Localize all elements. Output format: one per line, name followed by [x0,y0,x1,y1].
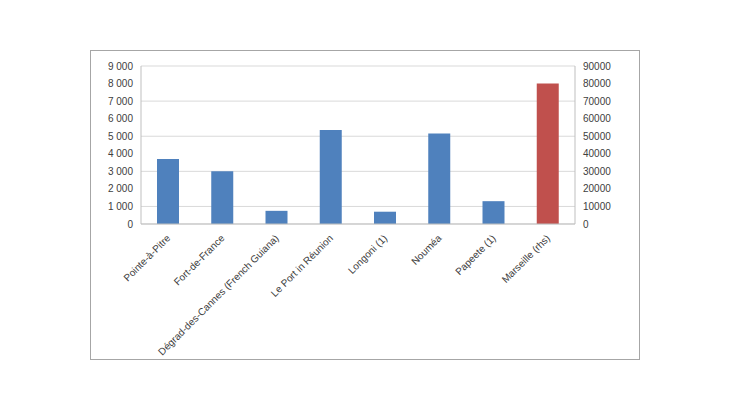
svg-text:Le Port in Réunion: Le Port in Réunion [269,232,335,298]
svg-text:Pointe-à-Pitre: Pointe-à-Pitre [121,232,172,283]
svg-text:0: 0 [127,219,133,230]
svg-text:40000: 40000 [583,148,611,159]
svg-text:30000: 30000 [583,166,611,177]
svg-text:70000: 70000 [583,96,611,107]
svg-text:4 000: 4 000 [108,148,133,159]
svg-text:Papeete (1): Papeete (1) [453,232,498,277]
svg-text:60000: 60000 [583,113,611,124]
svg-text:8 000: 8 000 [108,78,133,89]
svg-text:6 000: 6 000 [108,113,133,124]
svg-text:80000: 80000 [583,78,611,89]
svg-text:7 000: 7 000 [108,96,133,107]
svg-text:Nouméa: Nouméa [409,232,444,267]
svg-text:9 000: 9 000 [108,61,133,72]
svg-text:0: 0 [583,219,589,230]
svg-text:10000: 10000 [583,201,611,212]
svg-text:5 000: 5 000 [108,131,133,142]
svg-text:20000: 20000 [583,183,611,194]
svg-text:Fort-de-France: Fort-de-France [172,232,227,287]
svg-text:90000: 90000 [583,61,611,72]
svg-text:Longoni (1): Longoni (1) [346,232,390,276]
svg-text:Marseille (rhs): Marseille (rhs) [500,232,553,285]
svg-text:3 000: 3 000 [108,166,133,177]
svg-text:1 000: 1 000 [108,201,133,212]
svg-text:50000: 50000 [583,131,611,142]
svg-text:Dégrad-des-Cannes (French Guia: Dégrad-des-Cannes (French Guiana) [156,232,281,357]
svg-text:2 000: 2 000 [108,183,133,194]
